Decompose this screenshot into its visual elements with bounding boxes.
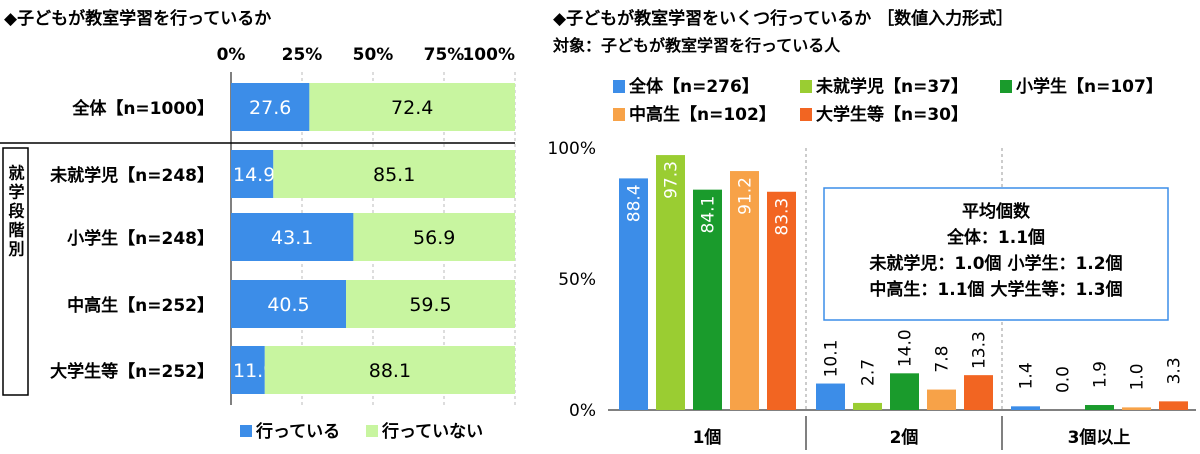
right-legend-swatch (613, 80, 625, 93)
left-bar-value: 43.1 (271, 227, 313, 249)
left-bar-segment (231, 83, 310, 131)
right-category-labels: 1個 2個 3個以上 (693, 427, 1131, 448)
left-x-axis-ticks: 0% 25% 50% 75%100% (217, 45, 515, 65)
right-legend-swatch (800, 80, 812, 93)
right-bar (619, 178, 648, 410)
right-bar-value: 1.0 (1128, 363, 1148, 390)
left-bar-value: 72.4 (391, 97, 433, 119)
right-bar (1159, 401, 1188, 410)
right-category-label: 1個 (693, 427, 722, 448)
right-legend-swatch (613, 108, 625, 121)
right-tick-label: 100% (547, 139, 596, 159)
left-bar-segment (309, 83, 515, 131)
left-chart-title: ◆子どもが教室学習を行っているか (4, 8, 271, 29)
right-tick-label: 50% (558, 270, 596, 290)
right-bar-value: 91.2 (736, 177, 756, 215)
right-chart-title: ◆子どもが教室学習をいくつ行っているか ［数値入力形式］ (553, 8, 1013, 29)
left-bar-segment (231, 213, 354, 261)
right-bar (964, 375, 993, 410)
left-category-label: 全体【n=1000】 (71, 98, 214, 119)
right-bar (693, 189, 722, 410)
right-bar (656, 155, 685, 410)
left-bar-value: 14.9 (233, 164, 275, 186)
right-legend-label: 未就学児【n=37】 (815, 76, 968, 97)
right-bar (816, 383, 845, 410)
right-legend-label: 全体【n=276】 (628, 76, 759, 97)
left-bar-value: 56.9 (413, 227, 455, 249)
info-box-line: 中高生：1.1個 大学生等：1.3個 (869, 279, 1122, 300)
left-bar-value: 88.1 (369, 360, 411, 382)
group-label: 就学段階別 (6, 164, 25, 260)
right-bar (927, 389, 956, 410)
right-bar-value: 88.4 (625, 184, 645, 222)
right-bar-value: 1.9 (1091, 361, 1111, 388)
left-bar-segment (273, 150, 515, 198)
right-category-label: 3個以上 (1068, 427, 1131, 448)
left-tick-label: 50% (353, 45, 394, 65)
right-bar-value: 14.0 (896, 329, 916, 367)
right-legend-swatch (1000, 80, 1012, 93)
left-tick-label: 0% (217, 45, 246, 65)
left-bar-segment (353, 213, 515, 261)
left-bars: 27.6 72.4 14.9 85.1 43.1 56.9 40.5 59.5 11.9 88.1 (231, 83, 515, 394)
right-bar (1085, 405, 1114, 410)
info-box-line: 全体：1.1個 (946, 227, 1045, 248)
right-bar-value: 13.3 (970, 331, 990, 369)
right-tick-label: 0% (569, 401, 596, 421)
left-category-label: 中高生【n=252】 (67, 295, 214, 316)
left-legend-swatch (366, 425, 378, 437)
right-bar-value: 0.0 (1054, 366, 1074, 393)
group-label-box (2, 147, 29, 396)
left-bar-value: 27.6 (249, 97, 291, 119)
left-bar-segment (231, 346, 265, 394)
right-bar (730, 171, 759, 410)
left-category-label: 小学生【n=248】 (67, 228, 214, 249)
left-legend-label: 行っている (255, 421, 340, 442)
info-box-line: 平均個数 (962, 201, 1031, 222)
left-category-label: 大学生等【n=252】 (50, 361, 214, 382)
left-bar-segment (231, 150, 274, 198)
left-bar-value: 40.5 (267, 294, 309, 316)
right-category-label: 2個 (890, 427, 919, 448)
left-category-labels: 全体【n=1000】未就学児【n=248】小学生【n=248】中高生【n=252… (49, 98, 214, 382)
right-bar-value: 3.3 (1165, 357, 1185, 384)
left-legend: 行っている 行っていない (240, 421, 483, 442)
left-legend-swatch (240, 425, 252, 437)
right-bar-value: 2.7 (859, 359, 879, 386)
right-bar-value: 83.3 (773, 198, 793, 236)
left-bar-value: 59.5 (409, 294, 451, 316)
left-bar-segment (346, 280, 515, 328)
right-bar (853, 402, 882, 410)
left-tick-label: 100% (462, 45, 515, 65)
right-bar-value: 10.1 (822, 340, 842, 378)
info-box-line: 未就学児：1.0個 小学生：1.2個 (868, 253, 1122, 274)
left-tick-label: 75% (424, 45, 465, 65)
left-bar-value: 11.9 (233, 360, 275, 382)
right-bar (767, 191, 796, 410)
info-box-frame (823, 187, 1169, 321)
right-legend-label: 中高生【n=102】 (629, 104, 776, 125)
left-bar-segment (231, 280, 347, 328)
right-bar (1011, 406, 1040, 410)
left-tick-label: 25% (282, 45, 323, 65)
right-bar-value: 97.3 (662, 161, 682, 199)
right-bars: 88.4 97.3 84.1 91.2 83.3 10.1 2.7 14.0 7.8 13.3 1.… (619, 155, 1188, 410)
left-bar-value: 85.1 (373, 164, 415, 186)
right-bar-value: 7.8 (933, 346, 953, 373)
right-legend: 全体【n=276】 未就学児【n=37】 小学生【n=107】中高生【n=102】 大… (613, 76, 1163, 125)
right-bar (890, 373, 919, 410)
right-chart-subtitle: 対象：子どもが教室学習を行っている人 (552, 36, 841, 55)
left-category-label: 未就学児【n=248】 (49, 165, 214, 186)
right-bar (1122, 407, 1151, 410)
right-bar-value: 1.4 (1017, 362, 1037, 389)
right-bar-value: 84.1 (699, 196, 719, 234)
right-legend-label: 小学生【n=107】 (1016, 76, 1163, 97)
left-legend-label: 行っていない (381, 421, 483, 442)
left-bar-segment (264, 346, 515, 394)
right-legend-swatch (800, 108, 812, 121)
right-legend-label: 大学生等【n=30】 (816, 104, 968, 125)
